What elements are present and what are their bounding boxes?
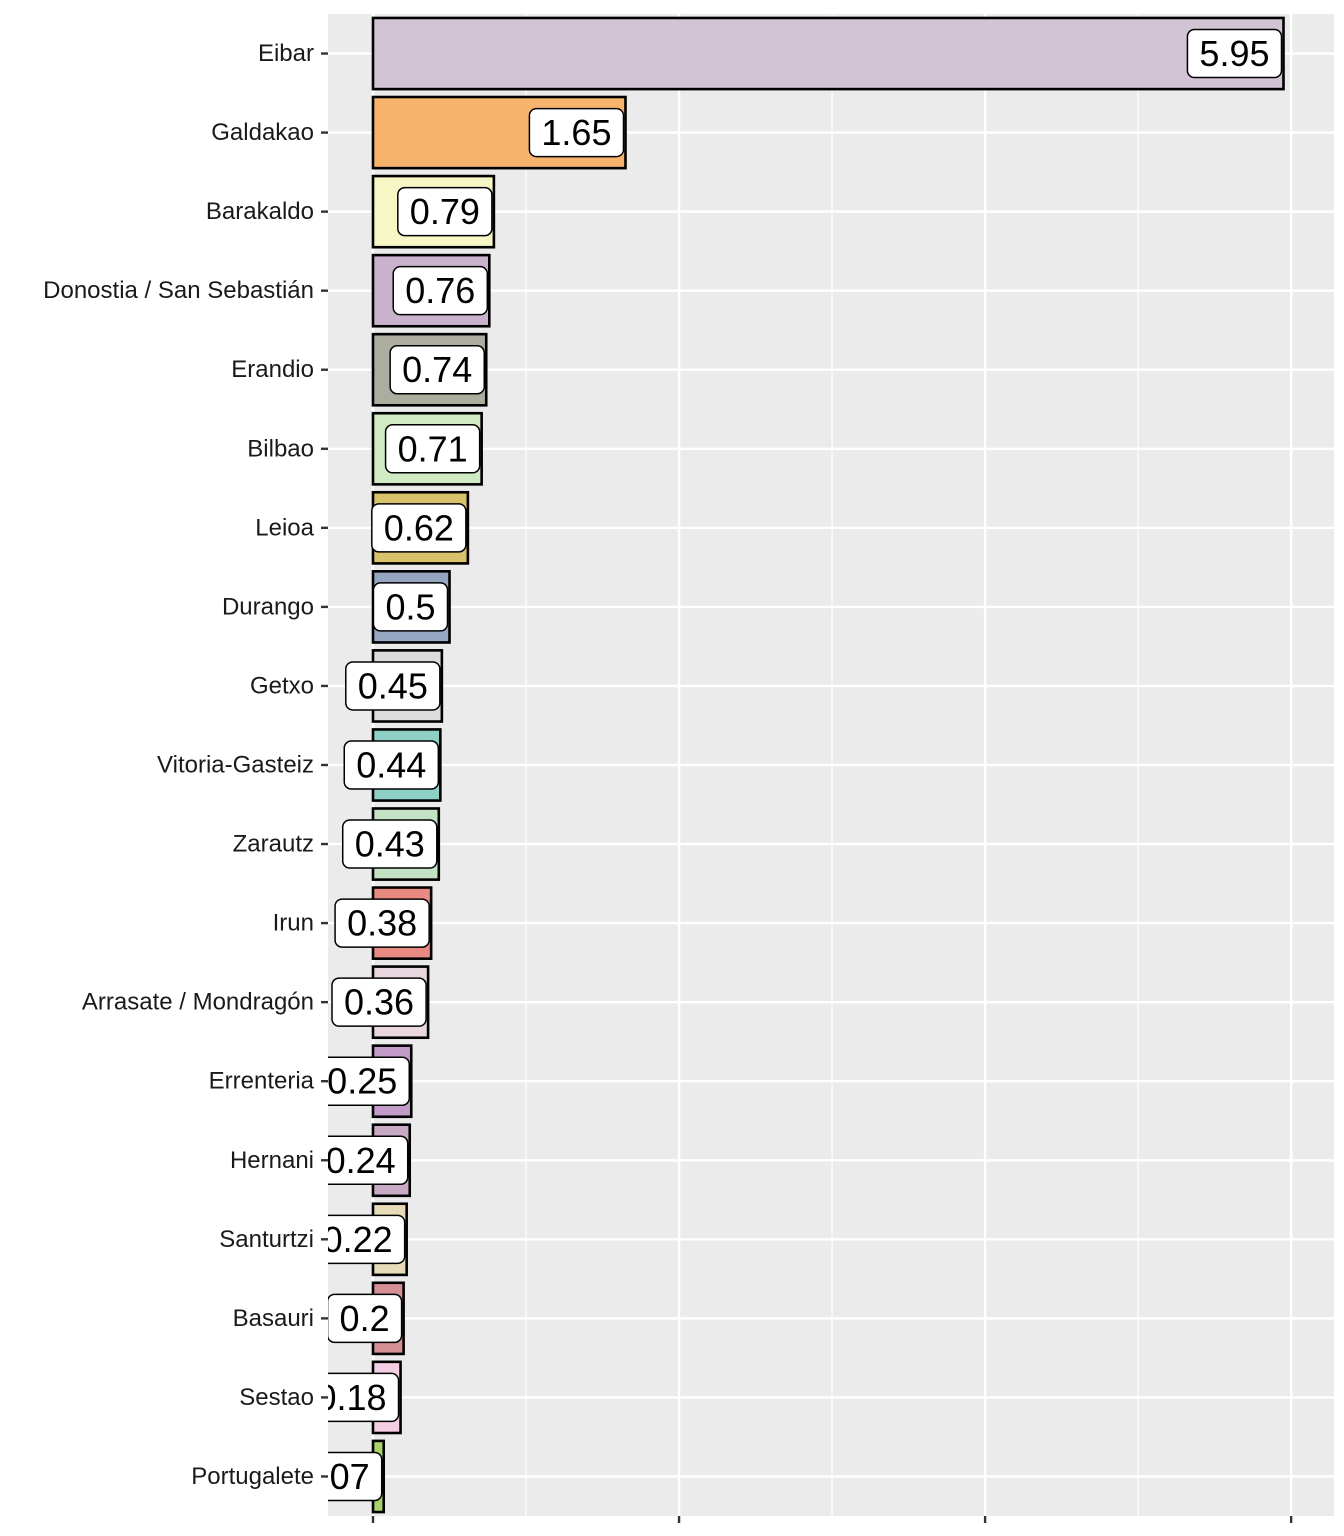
value-label: 0.79 bbox=[410, 191, 480, 232]
y-tick-label: Zarautz bbox=[233, 831, 314, 858]
value-label-box bbox=[334, 898, 430, 948]
y-tick-label: Durango bbox=[222, 593, 314, 620]
y-tick-label: Hernani bbox=[230, 1147, 314, 1174]
value-label: 0.76 bbox=[405, 270, 475, 311]
y-tick-label: Eibar bbox=[258, 40, 314, 67]
y-tick-label: Bilbao bbox=[247, 435, 314, 462]
value-label-box bbox=[328, 1372, 400, 1423]
y-tick-label: Basauri bbox=[233, 1305, 314, 1332]
y-tick-label: Barakaldo bbox=[206, 198, 314, 225]
value-label-box bbox=[1186, 28, 1283, 79]
y-tick-label: Donostia / San Sebastián bbox=[43, 277, 314, 304]
value-label: 0.5 bbox=[385, 586, 435, 627]
value-label-box bbox=[328, 1056, 411, 1106]
y-tick-label: Arrasate / Mondragón bbox=[82, 989, 314, 1016]
value-label: 1.65 bbox=[541, 112, 611, 153]
value-label: 0.24 bbox=[326, 1140, 396, 1181]
value-label-box bbox=[372, 582, 449, 632]
value-label: 0.36 bbox=[344, 982, 414, 1023]
y-tick-label: Getxo bbox=[250, 672, 314, 699]
value-label-box bbox=[328, 1214, 406, 1265]
bar-eibar bbox=[371, 16, 1285, 91]
value-label: 0.38 bbox=[347, 903, 417, 944]
value-label: 0.22 bbox=[323, 1219, 393, 1260]
value-labels: 5.95 1.65 0.79 0.76 0.74 0.71 0.62 0.5 0.45 0.44 0… bbox=[300, 28, 1283, 1502]
y-tick-label: Portugalete bbox=[191, 1463, 314, 1490]
value-label-box bbox=[371, 503, 467, 553]
y-tick-label: Leioa bbox=[255, 514, 314, 541]
value-label-box bbox=[343, 740, 440, 790]
value-label-box bbox=[345, 661, 441, 711]
value-label: 0.45 bbox=[358, 665, 428, 706]
value-label: 0.71 bbox=[398, 428, 468, 469]
value-label-box bbox=[392, 265, 489, 316]
y-tick-label: Erandio bbox=[231, 356, 314, 383]
value-label-box bbox=[331, 977, 427, 1027]
value-label-box bbox=[341, 819, 438, 869]
value-label: 0.18 bbox=[316, 1377, 386, 1418]
y-tick-label: Sestao bbox=[239, 1384, 314, 1411]
value-label: 0.43 bbox=[355, 824, 425, 865]
value-label-box bbox=[528, 107, 625, 158]
value-label-box bbox=[328, 1135, 409, 1186]
value-label: 0.74 bbox=[402, 349, 472, 390]
y-tick-label: Errenteria bbox=[209, 1068, 315, 1095]
x-axis bbox=[371, 1516, 1293, 1523]
y-axis: Eibar Galdakao Barakaldo Donostia / San Seb… bbox=[43, 40, 328, 1490]
value-label-box bbox=[397, 186, 493, 237]
y-tick-label: Irun bbox=[273, 910, 314, 937]
value-label: 0.07 bbox=[300, 1456, 370, 1497]
value-label: 0.2 bbox=[340, 1298, 390, 1339]
y-tick-label: Santurtzi bbox=[219, 1226, 314, 1253]
y-tick-label: Galdakao bbox=[211, 119, 314, 146]
value-label: 5.95 bbox=[1199, 33, 1269, 74]
value-label-box bbox=[328, 1451, 383, 1502]
value-label: 0.44 bbox=[356, 745, 426, 786]
y-tick-label: Vitoria-Gasteiz bbox=[157, 752, 314, 779]
value-label: 0.62 bbox=[384, 507, 454, 548]
value-label: 0.25 bbox=[327, 1061, 397, 1102]
value-label-box bbox=[328, 1293, 403, 1344]
value-label-box bbox=[384, 424, 481, 474]
value-label-box bbox=[389, 344, 485, 395]
